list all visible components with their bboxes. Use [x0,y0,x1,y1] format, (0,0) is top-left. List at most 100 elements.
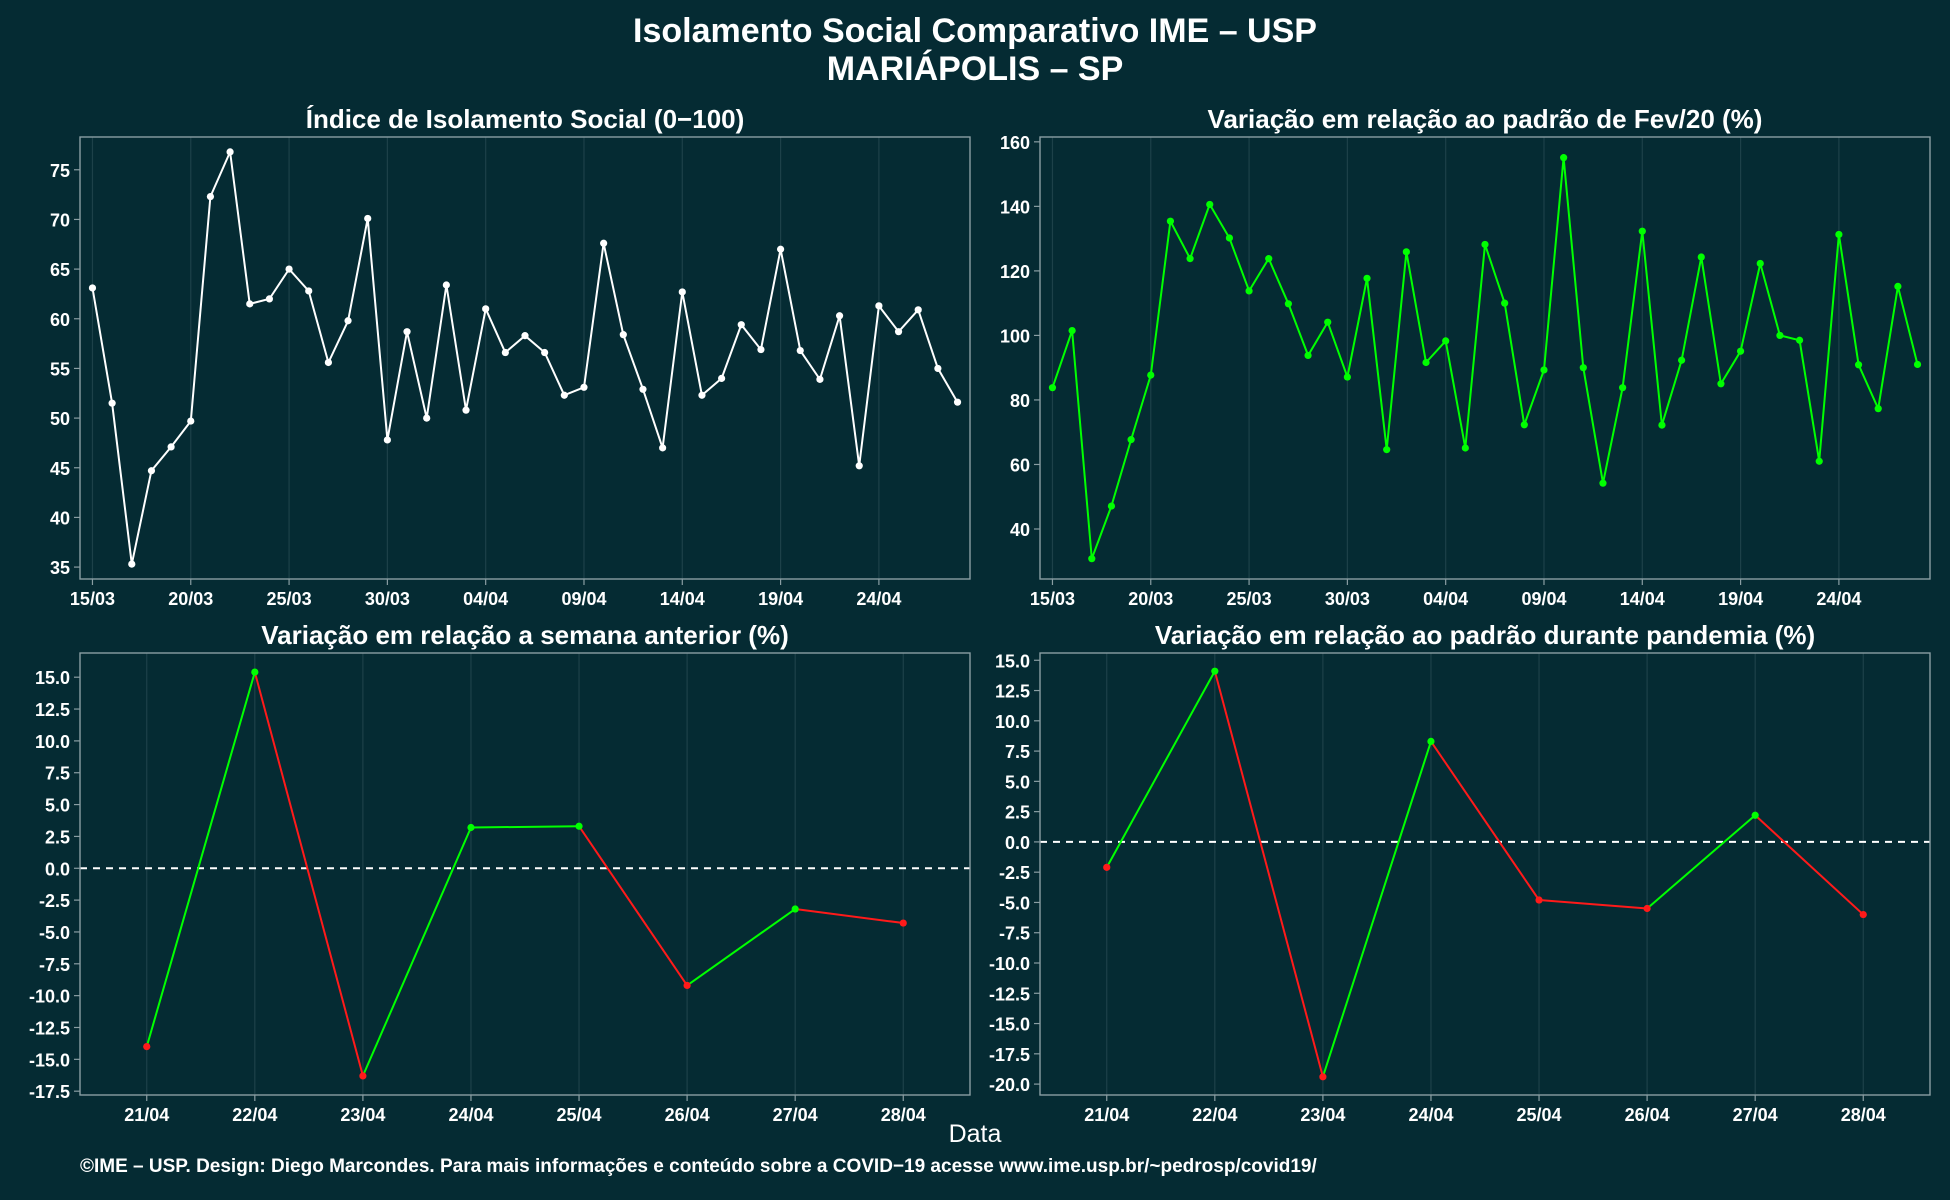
data-point [1225,234,1234,242]
data-point [1795,336,1804,344]
data-point [1643,904,1651,913]
data-point [324,358,332,367]
data-point [1751,811,1759,819]
data-point [1638,227,1646,235]
y-tick-label: -17.5 [29,1082,70,1102]
series-segment [361,827,472,1077]
y-tick-label: -12.5 [29,1018,70,1038]
y-tick-label: 100 [1000,326,1030,346]
data-point [246,300,254,308]
y-tick-label: -7.5 [39,955,70,975]
x-tick-label: 24/04 [1408,1105,1453,1125]
data-point [226,148,234,156]
y-tick-label: 2.5 [1005,803,1030,823]
data-point [462,406,470,414]
data-point [1343,373,1351,381]
panel-border [1039,652,1931,1096]
y-tick-label: 10.0 [35,732,70,752]
series-segment [1538,899,1648,910]
y-tick-label: 160 [1000,133,1030,153]
x-tick-label: 27/04 [773,1105,818,1125]
x-tick-label: 24/04 [448,1105,493,1125]
data-point [305,287,313,295]
y-tick-label: 75 [50,161,70,181]
y-tick-label: 65 [50,260,70,280]
data-point [1540,366,1548,374]
data-point [88,284,97,292]
series-segment [1321,741,1432,1078]
data-point [791,905,799,913]
panel-border [79,136,971,580]
main-subtitle: MARIÁPOLIS – SP [826,50,1124,88]
series-line [1051,157,1919,560]
data-point [560,391,568,399]
y-tick-label: 0.0 [1005,833,1030,853]
x-tick-label: 28/04 [881,1105,926,1125]
data-point [1319,1073,1327,1081]
data-point [1859,910,1867,919]
data-point [1560,154,1568,162]
y-tick-label: 70 [50,210,70,230]
y-tick-label: 50 [50,409,70,429]
y-tick-label: 15.0 [995,651,1030,671]
series-segment [1430,740,1540,901]
data-point [1756,259,1764,268]
data-point [1501,299,1509,307]
x-tick-label: 09/04 [561,589,606,609]
y-tick-label: 55 [50,359,70,379]
data-point [1658,421,1666,429]
y-tick-label: -5.0 [999,893,1030,913]
y-tick-label: -5.0 [39,923,70,943]
main-title: Isolamento Social Comparativo IME – USP [633,12,1317,50]
data-point [1088,555,1096,563]
data-point [1599,479,1607,487]
panel-title: Índice de Isolamento Social (0−100) [306,104,745,134]
series-segment [145,671,256,1047]
series-segment [686,908,796,987]
data-point [1402,248,1410,256]
data-point [953,398,962,406]
data-point [1697,253,1705,261]
series-line [91,148,959,565]
x-tick-label: 09/04 [1521,589,1566,609]
data-point [1304,351,1312,360]
y-tick-label: 40 [50,508,70,528]
data-point [265,295,274,303]
data-point [639,385,647,393]
y-tick-label: 5.0 [45,796,70,816]
data-point [1619,384,1627,392]
x-tick-label: 25/03 [267,589,312,609]
data-point [1717,380,1725,388]
data-point [383,436,391,444]
y-tick-label: 45 [50,459,70,479]
data-point [108,399,116,407]
x-tick-label: 19/04 [1718,589,1763,609]
x-tick-label: 25/04 [1517,1105,1562,1125]
data-point [1103,863,1111,871]
data-point [1520,421,1528,429]
data-point [1211,667,1219,675]
data-point [187,417,195,425]
x-tick-label: 30/03 [1325,589,1370,609]
series-segment [1754,814,1864,916]
y-tick-label: 2.5 [45,827,70,847]
data-point [776,245,785,253]
data-point [914,306,922,314]
x-tick-label: 26/04 [665,1105,710,1125]
data-point [894,328,903,336]
x-tick-label: 19/04 [758,589,803,609]
data-point [206,192,215,201]
y-tick-label: 7.5 [1005,742,1030,762]
x-tick-label: 23/04 [340,1105,385,1125]
series-segment [1105,670,1216,868]
y-tick-label: 140 [1000,197,1030,217]
series-segment [1213,670,1324,1078]
y-tick-label: -12.5 [989,984,1030,1004]
data-point [1461,444,1469,452]
data-point [1363,274,1371,282]
panel-border [1039,136,1931,580]
data-point [501,348,509,357]
data-point [1147,371,1155,379]
data-point [1166,217,1175,225]
